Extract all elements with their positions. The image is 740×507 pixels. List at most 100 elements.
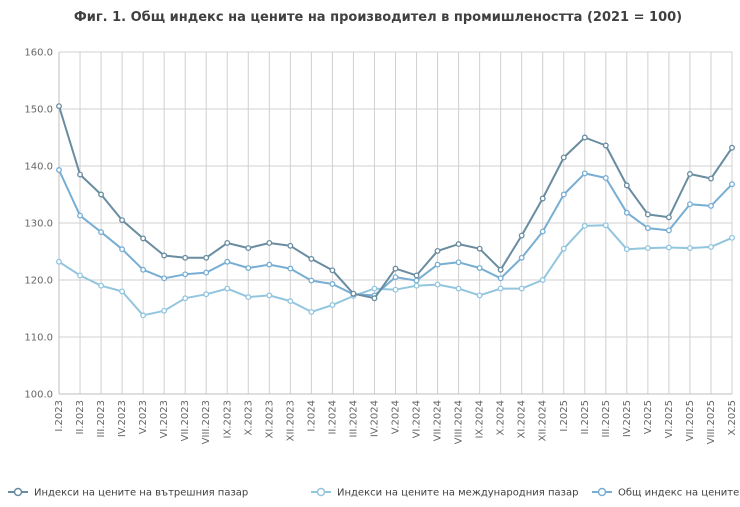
data-point bbox=[729, 181, 735, 188]
legend-label: Индекси на цените на международния пазар bbox=[337, 488, 578, 499]
data-point bbox=[581, 170, 588, 177]
data-point bbox=[539, 228, 546, 235]
series-3 bbox=[56, 167, 735, 299]
data-point bbox=[56, 103, 62, 110]
data-point bbox=[413, 282, 420, 289]
data-point bbox=[434, 281, 441, 288]
data-point bbox=[161, 252, 168, 259]
x-tick-label: VII.2025 bbox=[685, 400, 696, 441]
data-point bbox=[602, 142, 609, 149]
legend-marker bbox=[597, 487, 607, 497]
x-tick-label: VIII.2024 bbox=[454, 400, 465, 444]
x-tick-label: III.2023 bbox=[96, 400, 107, 437]
data-point bbox=[729, 144, 735, 151]
x-tick-label: XI.2024 bbox=[517, 400, 528, 438]
data-point bbox=[329, 267, 336, 274]
x-tick-label: X.2025 bbox=[727, 400, 738, 435]
x-tick-label: I.2023 bbox=[54, 400, 65, 432]
data-point bbox=[392, 286, 399, 293]
data-point bbox=[77, 272, 83, 279]
data-point bbox=[287, 265, 294, 272]
x-tick-label: XI.2023 bbox=[264, 400, 275, 438]
legend-marker bbox=[13, 487, 23, 497]
legend-item-3: Общ индекс на цените bbox=[592, 488, 739, 499]
legend-marker bbox=[316, 487, 326, 497]
data-point bbox=[644, 245, 651, 252]
y-tick-label: 130.0 bbox=[24, 219, 53, 230]
data-point bbox=[455, 285, 462, 292]
data-point bbox=[224, 258, 231, 265]
x-tick-label: II.2023 bbox=[75, 400, 86, 435]
data-point bbox=[665, 244, 672, 251]
data-point bbox=[581, 134, 588, 141]
data-point bbox=[644, 225, 651, 232]
data-point bbox=[560, 245, 567, 252]
data-point bbox=[182, 295, 189, 302]
data-point bbox=[266, 292, 273, 299]
x-tick-label: VI.2025 bbox=[664, 400, 675, 438]
data-point bbox=[119, 288, 126, 295]
data-point bbox=[560, 154, 567, 161]
data-point bbox=[518, 285, 525, 292]
data-point bbox=[623, 182, 630, 189]
data-point bbox=[413, 277, 420, 284]
data-point bbox=[329, 281, 336, 287]
data-point bbox=[287, 242, 294, 249]
data-point bbox=[497, 285, 504, 292]
x-tick-label: V.2023 bbox=[138, 400, 149, 434]
data-point bbox=[140, 235, 147, 242]
y-tick-label: 100.0 bbox=[24, 390, 53, 401]
data-point bbox=[518, 232, 525, 239]
data-point bbox=[140, 266, 147, 273]
data-point bbox=[665, 227, 672, 234]
legend-item-2: Индекси на цените на международния пазар bbox=[311, 488, 578, 499]
y-tick-label: 140.0 bbox=[24, 162, 53, 173]
data-point bbox=[476, 245, 483, 252]
data-point bbox=[203, 291, 210, 298]
data-point bbox=[455, 259, 462, 266]
data-point bbox=[392, 265, 399, 272]
x-tick-label: VIII.2025 bbox=[706, 400, 717, 444]
legend: Индекси на цените на вътрешния пазар Инде… bbox=[8, 488, 739, 499]
data-point bbox=[686, 201, 693, 208]
y-tick-label: 110.0 bbox=[24, 333, 53, 344]
data-point bbox=[623, 246, 630, 253]
data-point bbox=[245, 245, 252, 252]
data-point bbox=[350, 290, 357, 297]
y-tick-label: 120.0 bbox=[24, 276, 53, 287]
x-tick-label: VI.2023 bbox=[159, 400, 170, 438]
data-point bbox=[182, 254, 189, 261]
data-point bbox=[98, 282, 105, 289]
data-point bbox=[729, 234, 735, 241]
data-point bbox=[140, 312, 147, 319]
chart-title: Фиг. 1. Общ индекс на цените на производ… bbox=[74, 10, 682, 25]
data-point bbox=[287, 298, 294, 305]
data-point bbox=[560, 191, 567, 198]
data-point bbox=[539, 277, 546, 283]
x-tick-label: IV.2024 bbox=[369, 400, 380, 437]
data-point bbox=[392, 274, 399, 281]
data-point bbox=[497, 266, 504, 273]
data-point bbox=[602, 222, 609, 229]
data-point bbox=[413, 272, 420, 279]
data-point bbox=[77, 171, 83, 178]
y-tick-label: 160.0 bbox=[24, 48, 53, 59]
legend-label: Индекси на цените на вътрешния пазар bbox=[34, 488, 248, 499]
y-axis: 100.0 110.0 120.0 130.0 140.0 150.0 160.0 bbox=[24, 48, 53, 401]
data-point bbox=[455, 241, 462, 248]
series-group bbox=[56, 103, 735, 319]
data-point bbox=[371, 285, 378, 292]
data-point bbox=[602, 175, 609, 181]
data-point bbox=[708, 243, 714, 250]
x-tick-label: V.2024 bbox=[391, 400, 402, 434]
series-2 bbox=[56, 222, 735, 319]
x-tick-label: III.2024 bbox=[348, 400, 359, 437]
x-tick-label: IV.2023 bbox=[117, 400, 128, 437]
x-tick-label: I.2025 bbox=[559, 400, 570, 432]
data-point bbox=[161, 275, 168, 282]
data-point bbox=[371, 295, 378, 302]
data-point bbox=[623, 209, 630, 216]
x-tick-label: VIII.2023 bbox=[201, 400, 212, 444]
x-tick-label: IX.2024 bbox=[475, 400, 486, 438]
